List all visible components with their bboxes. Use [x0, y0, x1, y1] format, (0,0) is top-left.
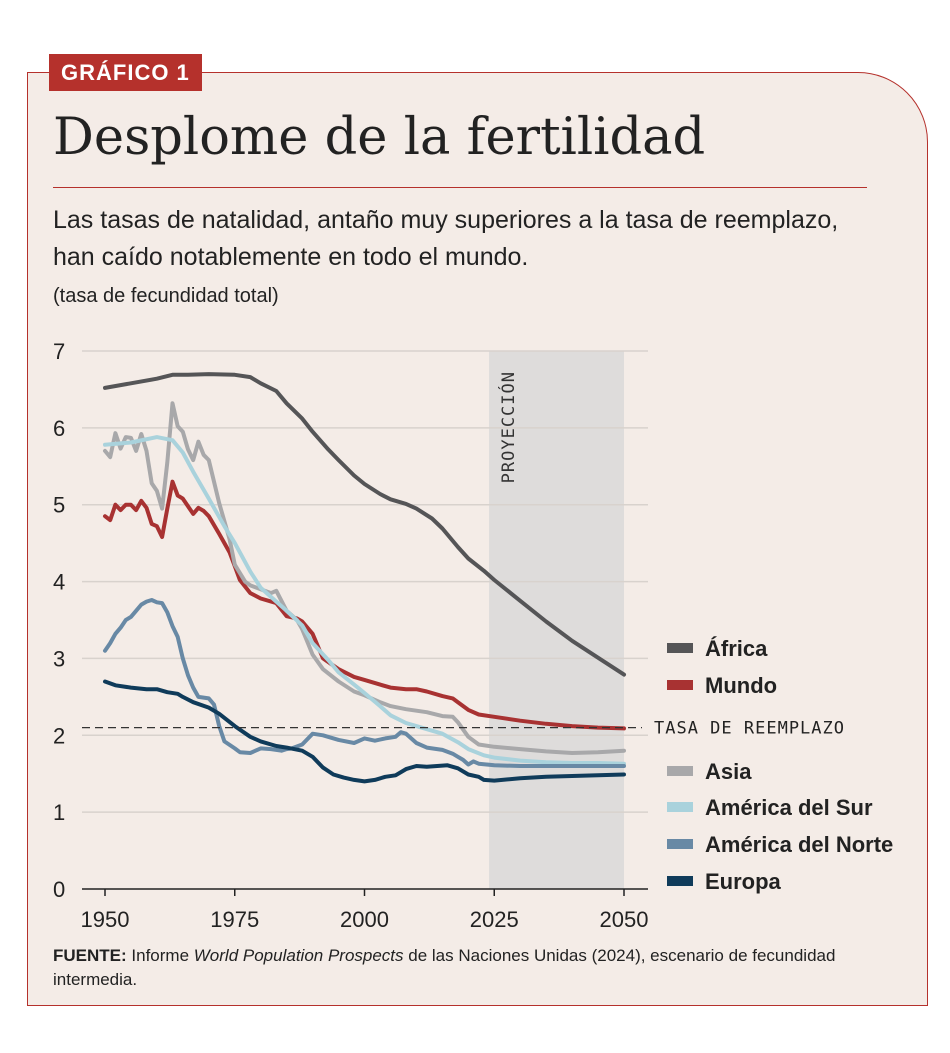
- source-note: FUENTE: Informe World Population Prospec…: [53, 944, 883, 992]
- y-tick-label: 2: [53, 723, 65, 748]
- legend-label-2: Asia: [705, 759, 752, 784]
- y-axis-unit-label: (tasa de fecundidad total): [53, 285, 279, 307]
- y-tick-label: 7: [53, 339, 65, 364]
- projection-band: [489, 351, 624, 889]
- x-tick-label: 1975: [210, 907, 259, 932]
- y-tick-label: 5: [53, 493, 65, 518]
- y-tick-label: 3: [53, 646, 65, 671]
- series-line-1: [103, 479, 626, 731]
- series-line-0: [103, 372, 626, 677]
- legend-label-4: América del Norte: [705, 832, 893, 857]
- replacement-rate-label: TASA DE REEMPLAZO: [654, 719, 845, 739]
- x-tick-label: 1950: [81, 907, 130, 932]
- legend-swatch-4: [667, 839, 693, 849]
- source-text-pre: Informe: [126, 946, 194, 965]
- series-line-3: [103, 435, 626, 766]
- legend-swatch-0: [667, 643, 693, 653]
- legend-label-5: Europa: [705, 869, 782, 894]
- title-divider: [53, 187, 867, 188]
- y-tick-label: 6: [53, 416, 65, 441]
- y-tick-label: 1: [53, 800, 65, 825]
- legend-swatch-5: [667, 876, 693, 886]
- x-tick-label: 2000: [340, 907, 389, 932]
- legend-label-3: América del Sur: [705, 795, 873, 820]
- legend-label-0: África: [705, 636, 768, 661]
- figure-frame: [27, 72, 928, 1006]
- source-text-post: de las Naciones Unidas (2024), escenario…: [53, 946, 836, 989]
- source-report-title: World Population Prospects: [193, 946, 404, 965]
- x-tick-label: 2025: [470, 907, 519, 932]
- figure-tag: GRÁFICO 1: [49, 54, 202, 91]
- legend-label-1: Mundo: [705, 673, 777, 698]
- chart-title: Desplome de la fertilidad: [53, 108, 706, 167]
- series-line-4: [103, 598, 626, 768]
- legend-swatch-2: [667, 766, 693, 776]
- legend-swatch-1: [667, 680, 693, 690]
- projection-label: PROYECCIÓN: [497, 371, 519, 483]
- x-tick-label: 2050: [600, 907, 649, 932]
- legend-swatch-3: [667, 802, 693, 812]
- y-tick-label: 0: [53, 877, 65, 902]
- source-label: FUENTE:: [53, 946, 127, 965]
- y-tick-label: 4: [53, 570, 65, 595]
- chart-subtitle: Las tasas de natalidad, antaño muy super…: [53, 206, 839, 271]
- series-line-5: [103, 679, 626, 784]
